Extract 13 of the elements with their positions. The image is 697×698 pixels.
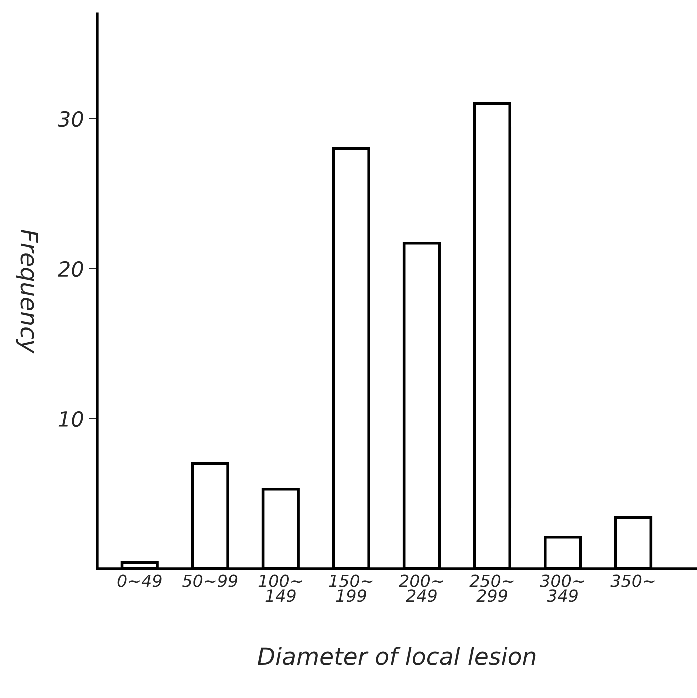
y-tick-label: 20 — [58, 261, 84, 278]
y-tick-label: 30 — [58, 111, 84, 128]
x-tick-label: 0~49 — [118, 574, 162, 588]
x-axis-title: Diameter of local lesion — [258, 647, 536, 666]
x-tick-label: 250~ 299 — [470, 574, 514, 602]
y-axis-title: Frequency — [16, 230, 38, 354]
y-tick-label: 10 — [58, 411, 84, 428]
x-tick-label: 200~ 249 — [399, 574, 444, 602]
x-tick-label: 50~99 — [182, 574, 238, 588]
x-tick-label: 100~ 149 — [258, 574, 302, 602]
x-tick-label: 350~ — [610, 574, 655, 588]
x-tick-label: 300~ 349 — [540, 574, 584, 602]
x-tick-label: 150~ 199 — [329, 574, 373, 602]
